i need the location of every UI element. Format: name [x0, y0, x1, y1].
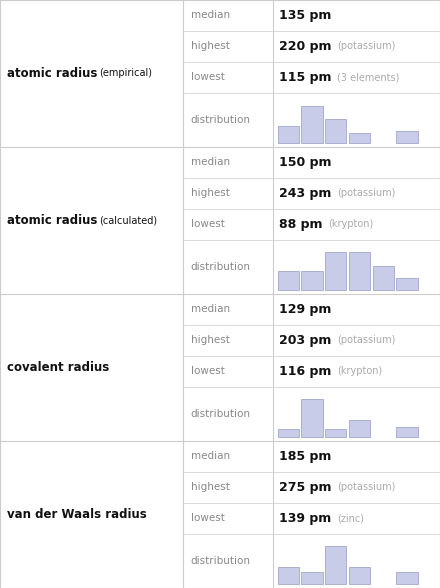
Bar	[349, 420, 370, 437]
Text: highest: highest	[191, 41, 229, 51]
Text: (3 elements): (3 elements)	[337, 72, 400, 82]
Bar	[325, 546, 346, 584]
Bar	[301, 106, 323, 143]
Text: 88 pm: 88 pm	[279, 218, 323, 231]
Text: 275 pm: 275 pm	[279, 481, 332, 494]
Bar	[325, 119, 346, 143]
Text: distribution: distribution	[191, 262, 250, 272]
Bar	[278, 272, 299, 290]
Text: (calculated): (calculated)	[99, 215, 158, 226]
Bar	[301, 272, 323, 290]
Text: (krypton): (krypton)	[328, 219, 374, 229]
Text: 185 pm: 185 pm	[279, 450, 332, 463]
Text: median: median	[191, 158, 230, 168]
Text: lowest: lowest	[191, 72, 224, 82]
Text: (potassium): (potassium)	[337, 482, 396, 492]
Text: median: median	[191, 452, 230, 462]
Text: lowest: lowest	[191, 366, 224, 376]
Bar	[373, 266, 394, 290]
Text: lowest: lowest	[191, 513, 224, 523]
Text: (potassium): (potassium)	[337, 335, 396, 345]
Bar	[301, 399, 323, 437]
Text: distribution: distribution	[191, 115, 250, 125]
Text: (zinc): (zinc)	[337, 513, 364, 523]
Text: atomic radius: atomic radius	[7, 214, 97, 227]
Text: distribution: distribution	[191, 409, 250, 419]
Text: 129 pm: 129 pm	[279, 303, 332, 316]
Bar	[396, 572, 418, 584]
Bar	[396, 278, 418, 290]
Text: 243 pm: 243 pm	[279, 187, 332, 200]
Text: (potassium): (potassium)	[337, 188, 396, 198]
Bar	[396, 131, 418, 143]
Text: 203 pm: 203 pm	[279, 334, 332, 347]
Text: atomic radius: atomic radius	[7, 67, 97, 80]
Bar	[349, 252, 370, 290]
Text: van der Waals radius: van der Waals radius	[7, 508, 147, 521]
Text: 135 pm: 135 pm	[279, 9, 332, 22]
Text: 150 pm: 150 pm	[279, 156, 332, 169]
Bar	[325, 429, 346, 437]
Bar	[278, 567, 299, 584]
Text: (krypton): (krypton)	[337, 366, 382, 376]
Text: (potassium): (potassium)	[337, 41, 396, 51]
Text: highest: highest	[191, 188, 229, 198]
Text: (empirical): (empirical)	[99, 68, 152, 79]
Bar	[325, 252, 346, 290]
Text: distribution: distribution	[191, 556, 250, 566]
Text: 220 pm: 220 pm	[279, 40, 332, 53]
Text: median: median	[191, 11, 230, 21]
Bar	[349, 133, 370, 143]
Text: covalent radius: covalent radius	[7, 361, 109, 374]
Text: highest: highest	[191, 335, 229, 345]
Bar	[278, 126, 299, 143]
Bar	[349, 567, 370, 584]
Bar	[301, 572, 323, 584]
Text: lowest: lowest	[191, 219, 224, 229]
Text: highest: highest	[191, 482, 229, 492]
Bar	[396, 427, 418, 437]
Text: median: median	[191, 305, 230, 315]
Bar	[278, 429, 299, 437]
Text: 115 pm: 115 pm	[279, 71, 332, 84]
Text: 139 pm: 139 pm	[279, 512, 332, 525]
Text: 116 pm: 116 pm	[279, 365, 332, 378]
